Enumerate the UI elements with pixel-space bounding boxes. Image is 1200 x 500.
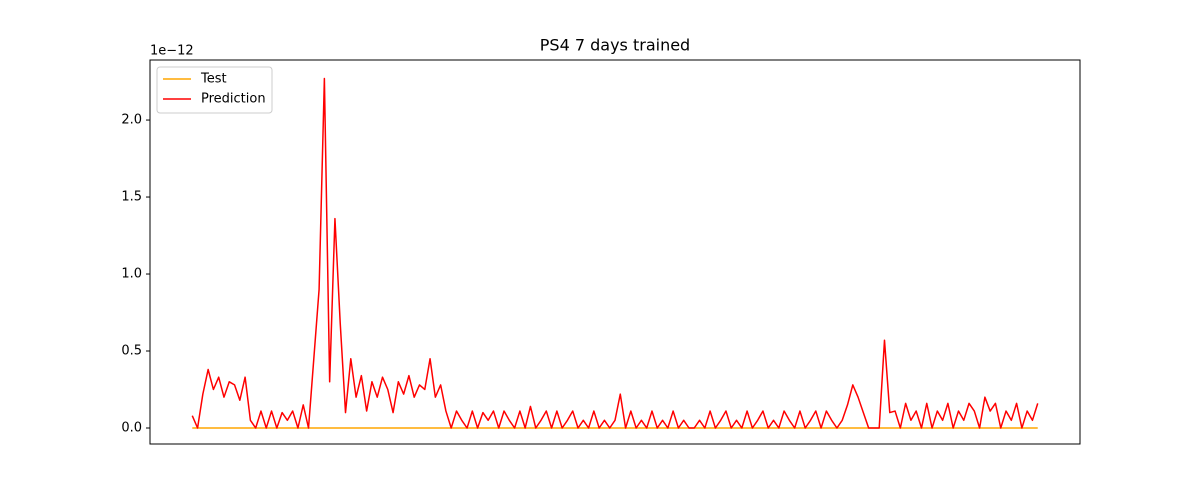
y-tick-label: 0.0 [121, 420, 142, 435]
series-line [191, 77, 1039, 429]
plot-area [191, 77, 1039, 429]
y-tick-label: 2.0 [121, 113, 142, 128]
axis-offset-label: 1e−12 [150, 44, 194, 59]
y-tick-label: 1.5 [121, 190, 142, 205]
legend-label: Test [200, 72, 227, 87]
y-tick-label: 0.5 [121, 344, 142, 359]
legend: Test Prediction [156, 66, 273, 114]
plot-frame [149, 59, 1081, 445]
y-tick-label: 1.0 [121, 267, 142, 282]
chart-title: PS4 7 days trained [540, 36, 690, 55]
legend-label: Prediction [201, 92, 266, 107]
